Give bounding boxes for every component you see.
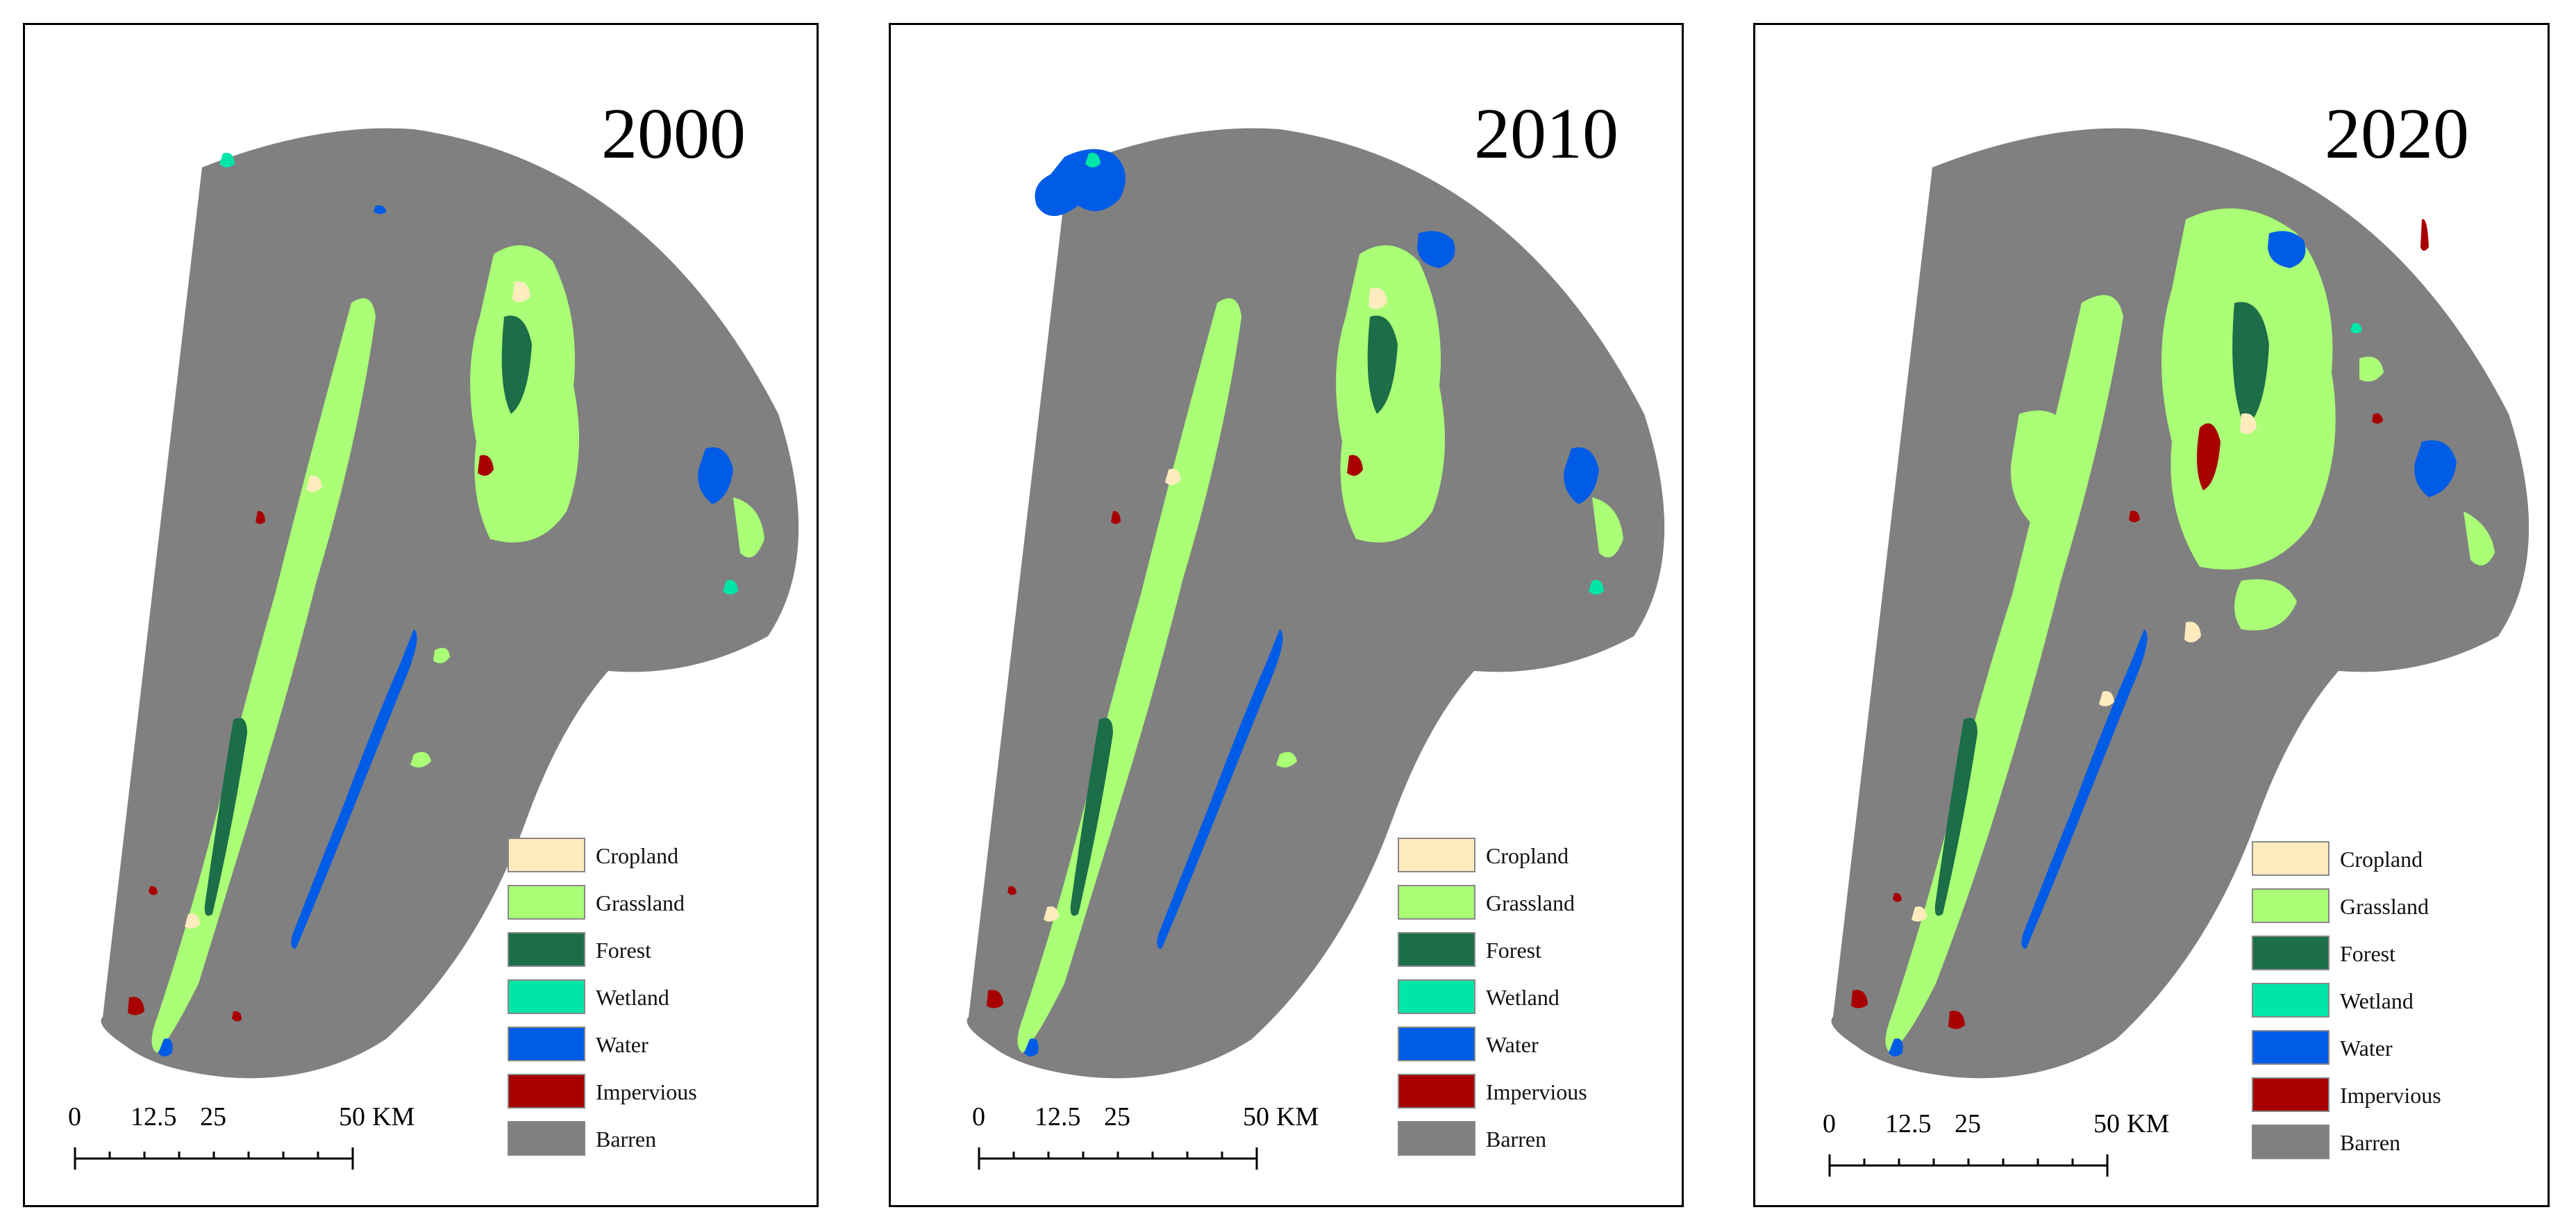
water-bodies [1024, 149, 1599, 1056]
wetland-patches [1085, 153, 1604, 595]
legend-label: Grassland [596, 890, 685, 915]
legend-swatch [508, 1074, 585, 1109]
land-cover-map-2010 [967, 128, 1665, 1079]
forest-patches [204, 315, 532, 916]
study-area-barren [1831, 128, 2529, 1079]
legend-label: Grassland [1486, 890, 1575, 915]
legend-swatch [2252, 1077, 2330, 1112]
grassland-patches [1017, 245, 1623, 1053]
map-panel-2020: 2020 Cropland Grassland Forest Wetland Water… [1753, 23, 2550, 1207]
cropland-patches [185, 281, 530, 929]
legend-swatch [2252, 841, 2330, 876]
legend-label: Cropland [596, 843, 679, 868]
scale-label: 0 [68, 1102, 81, 1131]
impervious-patches [128, 455, 494, 1022]
legend-label: Cropland [1486, 843, 1569, 868]
cropland-patches [1044, 288, 1387, 922]
scale-label: 25 [200, 1102, 226, 1131]
scale-label: 25 [1955, 1109, 1981, 1138]
scale-label: 0 [1823, 1109, 1836, 1138]
scale-label: 50 [339, 1102, 365, 1131]
legend-label: Barren [2340, 1130, 2401, 1155]
legend-swatch [1398, 1074, 1475, 1109]
land-cover-map-2000 [101, 128, 799, 1079]
scale-label: 50 [2093, 1109, 2120, 1138]
legend-swatch [1398, 932, 1475, 967]
legend-label: Water [596, 1032, 649, 1057]
scale-label: 12.5 [1035, 1102, 1081, 1131]
legend-label: Forest [596, 938, 651, 963]
impervious-patches [1851, 219, 2429, 1029]
scale-label: 12.5 [1885, 1109, 1932, 1138]
legend-label: Forest [1486, 938, 1541, 963]
legend-swatch [508, 885, 585, 920]
map-year-label: 2000 [601, 94, 746, 174]
legend-swatch [2252, 1125, 2330, 1159]
legend-swatch [508, 1027, 585, 1061]
legend-label: Barren [596, 1127, 657, 1152]
map-year-label: 2020 [2325, 94, 2469, 174]
legend-label: Barren [1486, 1127, 1547, 1152]
scale-label: 50 [1243, 1102, 1269, 1131]
map-year-label: 2010 [1474, 94, 1619, 174]
scale-label: 25 [1104, 1102, 1130, 1131]
legend-label: Impervious [596, 1079, 697, 1104]
legend-label: Cropland [2340, 847, 2423, 872]
wetland-patches [2350, 323, 2362, 333]
land-cover-map-2020 [1831, 128, 2529, 1079]
cropland-patches [1912, 413, 2257, 922]
legend-label: Water [2340, 1036, 2393, 1061]
legend-swatch [1398, 885, 1475, 920]
legend-swatch [508, 838, 585, 872]
legend-label: Water [1486, 1032, 1539, 1057]
scale-unit: KM [1276, 1102, 1319, 1131]
scale-bar-graphic [1828, 1154, 2109, 1177]
legend-label: Wetland [596, 985, 669, 1010]
scale-bar-graphic [74, 1147, 354, 1170]
wetland-patches [219, 153, 738, 595]
legend-swatch [2252, 936, 2330, 970]
scale-bar-graphic [978, 1147, 1258, 1170]
legend-swatch [508, 932, 585, 967]
water-bodies [1889, 231, 2457, 1056]
study-area-barren [101, 128, 799, 1079]
forest-patches [1070, 315, 1398, 916]
legend-swatch [1398, 1027, 1475, 1061]
legend-label: Impervious [1486, 1079, 1587, 1104]
study-area-barren [967, 128, 1665, 1079]
legend-swatch [1398, 1121, 1475, 1156]
map-panel-2010: 2010 Cropland Grassland Forest Wetland Water… [889, 23, 1684, 1207]
legend-label: Wetland [1486, 985, 1559, 1010]
legend-swatch [508, 1121, 585, 1156]
scale-unit: KM [2127, 1109, 2170, 1138]
legend-label: Impervious [2340, 1083, 2441, 1108]
impervious-patches [987, 455, 1363, 1009]
forest-patches [1934, 301, 2269, 916]
legend-label: Forest [2340, 941, 2395, 966]
map-panel-2000: 2000 Cropland Grassland Forest Wetland Water… [23, 23, 819, 1207]
scale-label: 0 [972, 1102, 985, 1131]
legend-swatch [2252, 1030, 2330, 1065]
legend-swatch [2252, 983, 2330, 1018]
legend-swatch [1398, 979, 1475, 1014]
legend-swatch [1398, 838, 1475, 872]
legend-swatch [508, 979, 585, 1014]
scale-label: 12.5 [131, 1102, 177, 1131]
legend-label: Grassland [2340, 894, 2429, 919]
legend-label: Wetland [2340, 988, 2414, 1013]
water-bodies [158, 205, 733, 1056]
legend-swatch [2252, 888, 2330, 923]
scale-unit: KM [372, 1102, 415, 1131]
